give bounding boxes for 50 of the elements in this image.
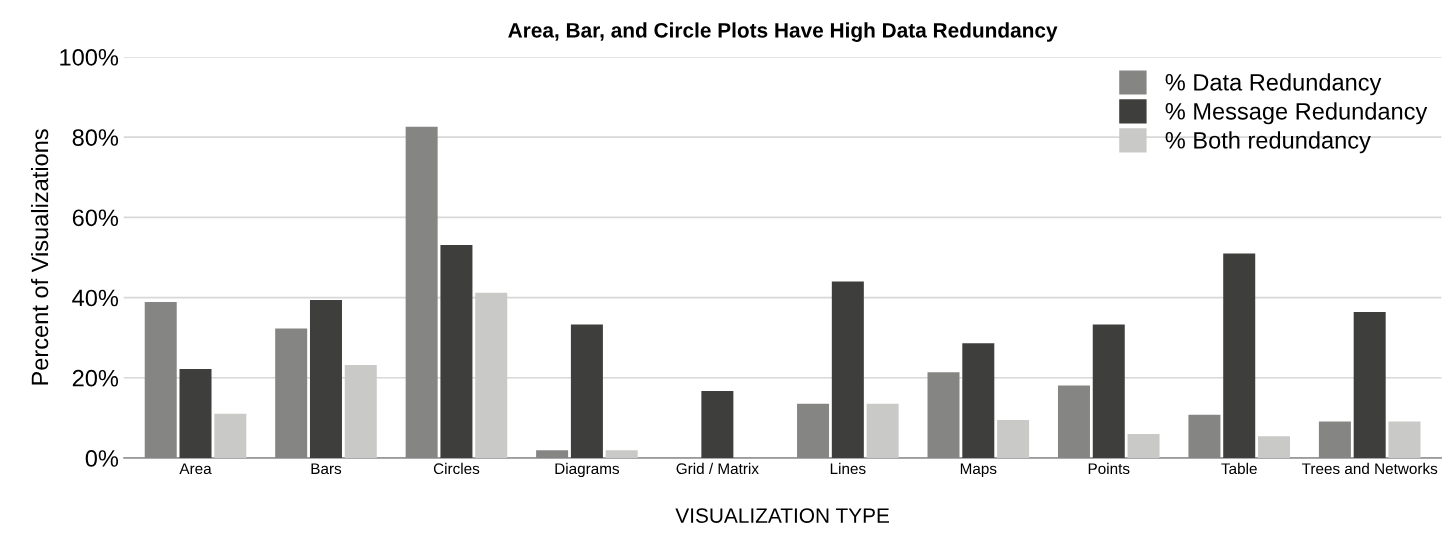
x-tick-label: Maps (960, 463, 997, 478)
bar (1353, 312, 1386, 458)
y-tick-label: 0% (85, 450, 119, 467)
bar (536, 450, 569, 458)
x-tick-label: Area (179, 463, 212, 475)
y-tick-label: 80% (72, 129, 119, 146)
bar (1223, 253, 1256, 458)
bar (1388, 421, 1421, 458)
bar (1057, 385, 1090, 458)
x-tick-label: Bars (311, 463, 342, 475)
bar (1258, 436, 1291, 458)
y-tick-label: 100% (60, 48, 119, 66)
x-tick-label: Diagrams (555, 462, 620, 478)
bar (344, 364, 377, 458)
bar (475, 292, 508, 458)
x-tick-label: Grid / Matrix (676, 462, 759, 475)
bar (997, 419, 1030, 458)
bar (1318, 421, 1351, 458)
x-tick-label: Table (1221, 462, 1257, 475)
x-tick-label: Circles (433, 462, 480, 475)
bar (927, 372, 960, 458)
y-tick-label: 60% (72, 209, 119, 227)
bar (605, 450, 638, 458)
bar (570, 324, 603, 458)
bar (275, 328, 308, 458)
x-tick-label: Points (1088, 462, 1130, 475)
x-tick-label: Trees and Networks (1301, 462, 1438, 475)
legend-label: % Message Redundancy (1165, 102, 1428, 125)
bar (440, 245, 473, 458)
bar (144, 301, 177, 458)
y-axis-title: Percent of Visualizations (30, 129, 49, 385)
bar (214, 413, 247, 458)
y-tick-label: 40% (72, 289, 119, 307)
bar (309, 299, 342, 458)
bar (797, 403, 830, 458)
bar (1188, 414, 1221, 458)
bar (831, 281, 864, 458)
y-tick-label: 20% (72, 369, 119, 387)
chart-title: Area, Bar, and Circle Plots Have High Data Redundancy (508, 22, 1058, 42)
bar (962, 343, 995, 458)
x-axis-title: VISUALIZATION TYPE (675, 508, 889, 523)
bar (1092, 324, 1125, 458)
bar (1127, 433, 1160, 458)
bar (866, 403, 899, 458)
bar (179, 368, 212, 458)
legend-label: % Both redundancy (1165, 131, 1371, 154)
x-tick-label: Lines (830, 462, 866, 475)
bar (405, 126, 438, 458)
legend-label: % Data Redundancy (1165, 73, 1382, 96)
bar (701, 391, 734, 458)
